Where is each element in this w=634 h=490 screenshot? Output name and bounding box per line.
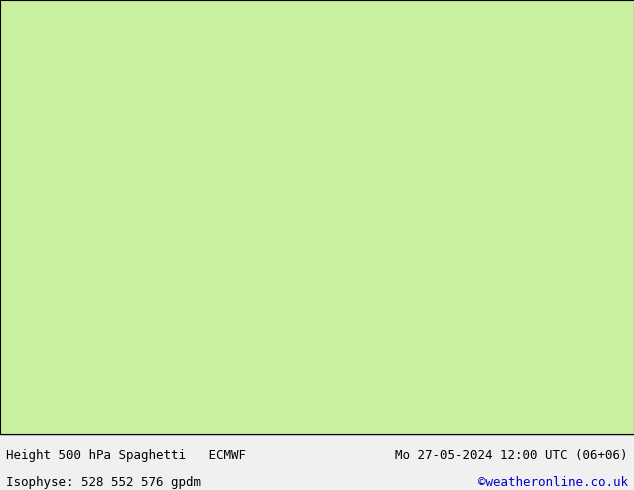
Text: Height 500 hPa Spaghetti   ECMWF: Height 500 hPa Spaghetti ECMWF [6, 449, 247, 463]
Text: Isophyse: 528 552 576 gpdm: Isophyse: 528 552 576 gpdm [6, 476, 202, 489]
Text: ©weatheronline.co.uk: ©weatheronline.co.uk [477, 476, 628, 489]
Text: Mo 27-05-2024 12:00 UTC (06+06): Mo 27-05-2024 12:00 UTC (06+06) [395, 449, 628, 463]
